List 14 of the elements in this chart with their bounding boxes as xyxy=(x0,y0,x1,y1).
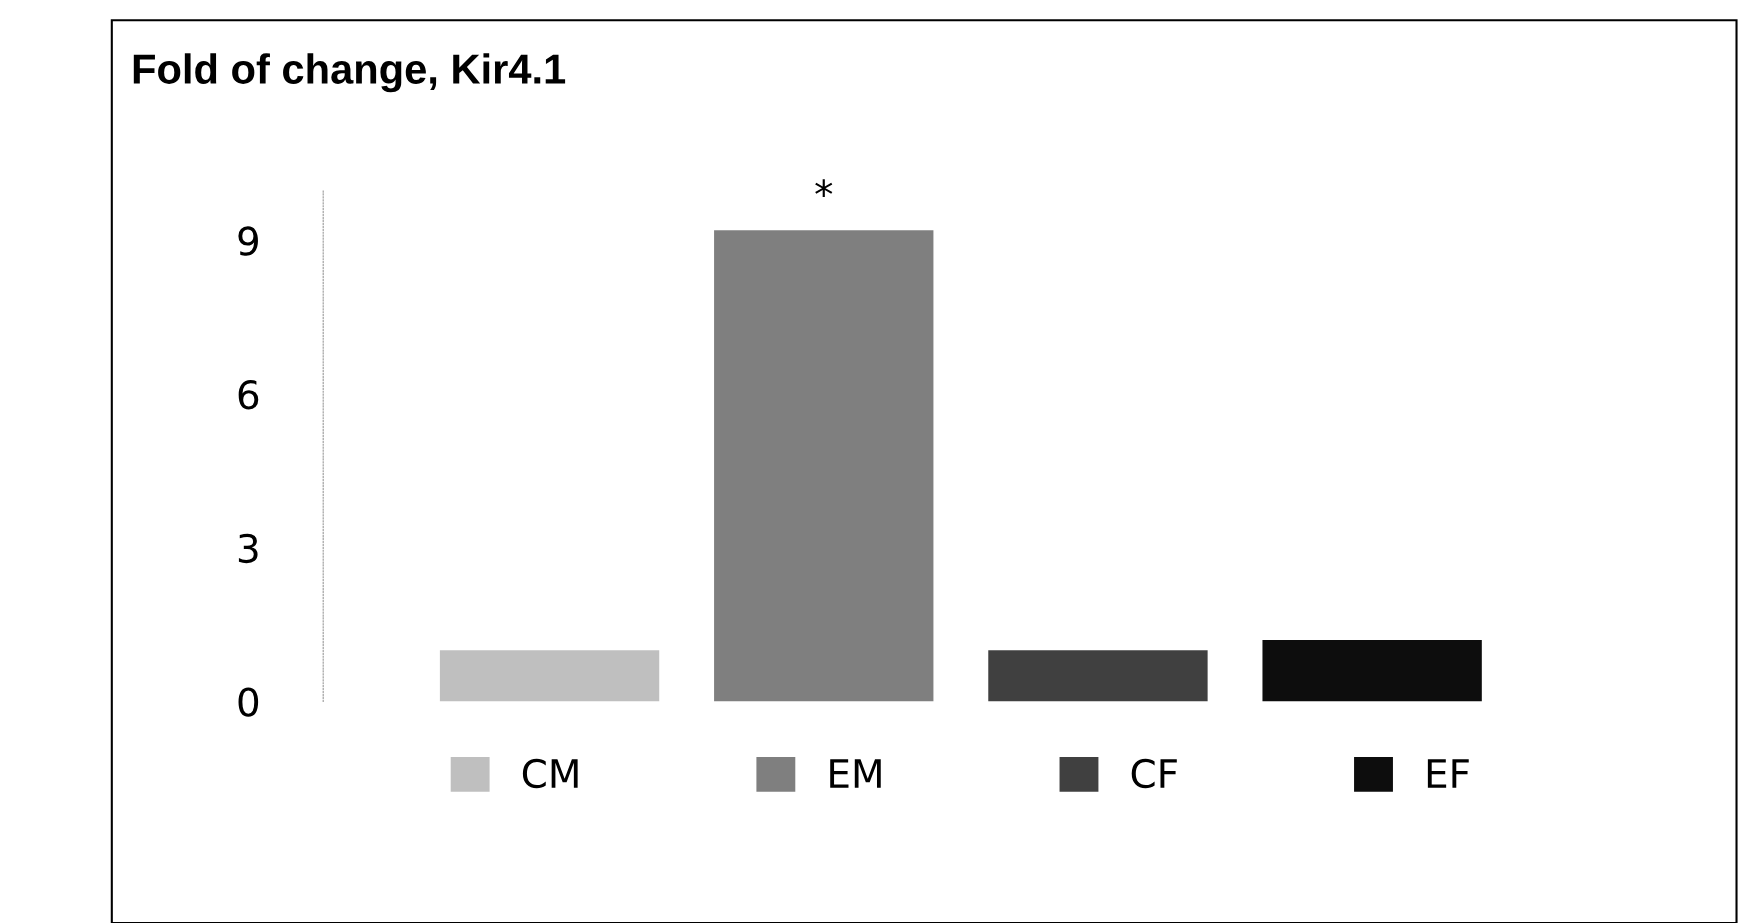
y-tick-label: 9 xyxy=(238,226,258,256)
legend-label: EM xyxy=(830,759,881,788)
y-tick-label: 6 xyxy=(238,380,259,410)
annotation: * xyxy=(815,179,833,198)
bar xyxy=(439,650,660,702)
bar xyxy=(714,230,934,702)
bar xyxy=(988,650,1208,702)
y-tick-label: 0 xyxy=(238,687,259,717)
chart-title: Fold of change, Kir4.1 xyxy=(133,53,566,93)
legend-label: CF xyxy=(1131,758,1177,789)
bar xyxy=(1262,640,1482,702)
legend-label: EF xyxy=(1427,759,1469,788)
legend-label: CM xyxy=(522,758,578,789)
y-tick-label: 3 xyxy=(238,533,258,564)
